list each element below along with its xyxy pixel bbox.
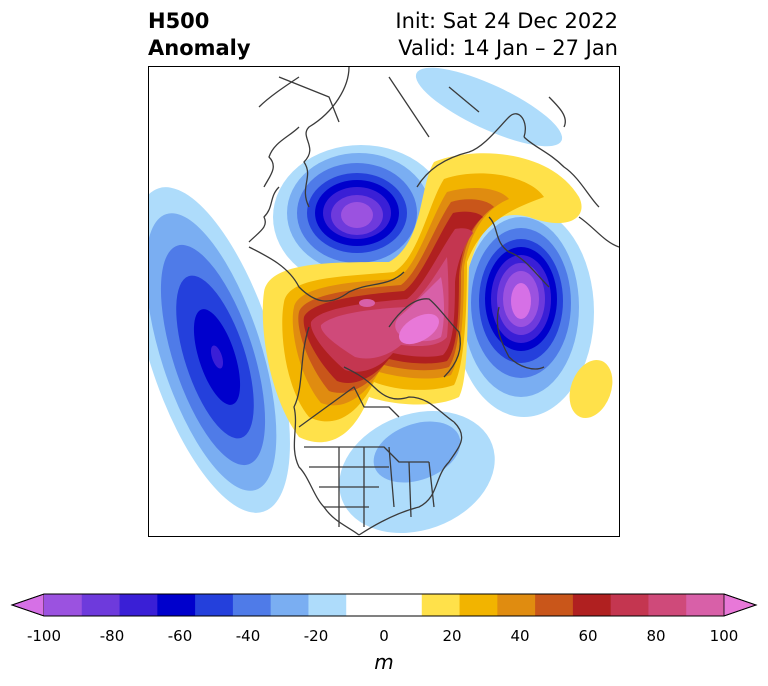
colorbar-cell [497,594,536,616]
title-line-1: H500 [148,9,210,33]
anomaly-map [148,66,620,537]
colorbar-cell [459,594,498,616]
arctic-ridge [262,153,582,443]
colorbar-cell [610,594,649,616]
colorbar-cell [421,594,461,616]
map-lines [248,67,619,536]
colorbar-tick-label: 20 [442,627,462,645]
colorbar-cell [44,594,83,616]
siberia-low [273,145,449,289]
colorbar-cell [270,594,309,616]
title-line-2: Anomaly [148,36,251,60]
date-info: Init: Sat 24 Dec 2022 Valid: 14 Jan – 27… [395,8,618,62]
init-date: Init: Sat 24 Dec 2022 [395,9,618,33]
colorbar-tick-label: -80 [99,627,125,645]
colorbar-cell [308,594,347,616]
colorbar-tick-label: -60 [167,627,193,645]
colorbar-tick-label: -100 [26,627,62,645]
colorbar-cell [686,594,725,616]
colorbar-tick-label: 60 [578,627,598,645]
colorbar-cell [535,594,574,616]
colorbar-extend-low [10,593,45,617]
colorbar-outline [10,593,758,617]
pacific-trough [149,187,290,513]
colorbar-cell [81,594,121,616]
eastern-us-trough [339,411,495,533]
colorbar-unit-label: m [374,650,394,674]
chart-title: H500 Anomaly [148,8,251,62]
colorbar-extend-high [723,593,758,617]
colorbar-tick-label: 80 [646,627,666,645]
colorbar-cell [195,594,234,616]
colorbar-tick-label: -40 [235,627,261,645]
colorbar-cell [119,594,158,616]
valid-range: Valid: 14 Jan – 27 Jan [398,36,618,60]
colorbar-tick-label: 0 [379,627,389,645]
colorbar-tick-label: 100 [709,627,739,645]
colorbar-cell [648,594,687,616]
colorbar-cell [346,594,385,616]
colorbar-tick-label: 40 [510,627,530,645]
colorbar-cell [384,594,423,616]
colorbar-cell [157,594,196,616]
europe-low [454,207,594,417]
colorbar-tick-label: -20 [303,627,329,645]
colorbar-cell [232,594,272,616]
colorbar-cell [572,594,612,616]
colorbar [10,593,758,617]
